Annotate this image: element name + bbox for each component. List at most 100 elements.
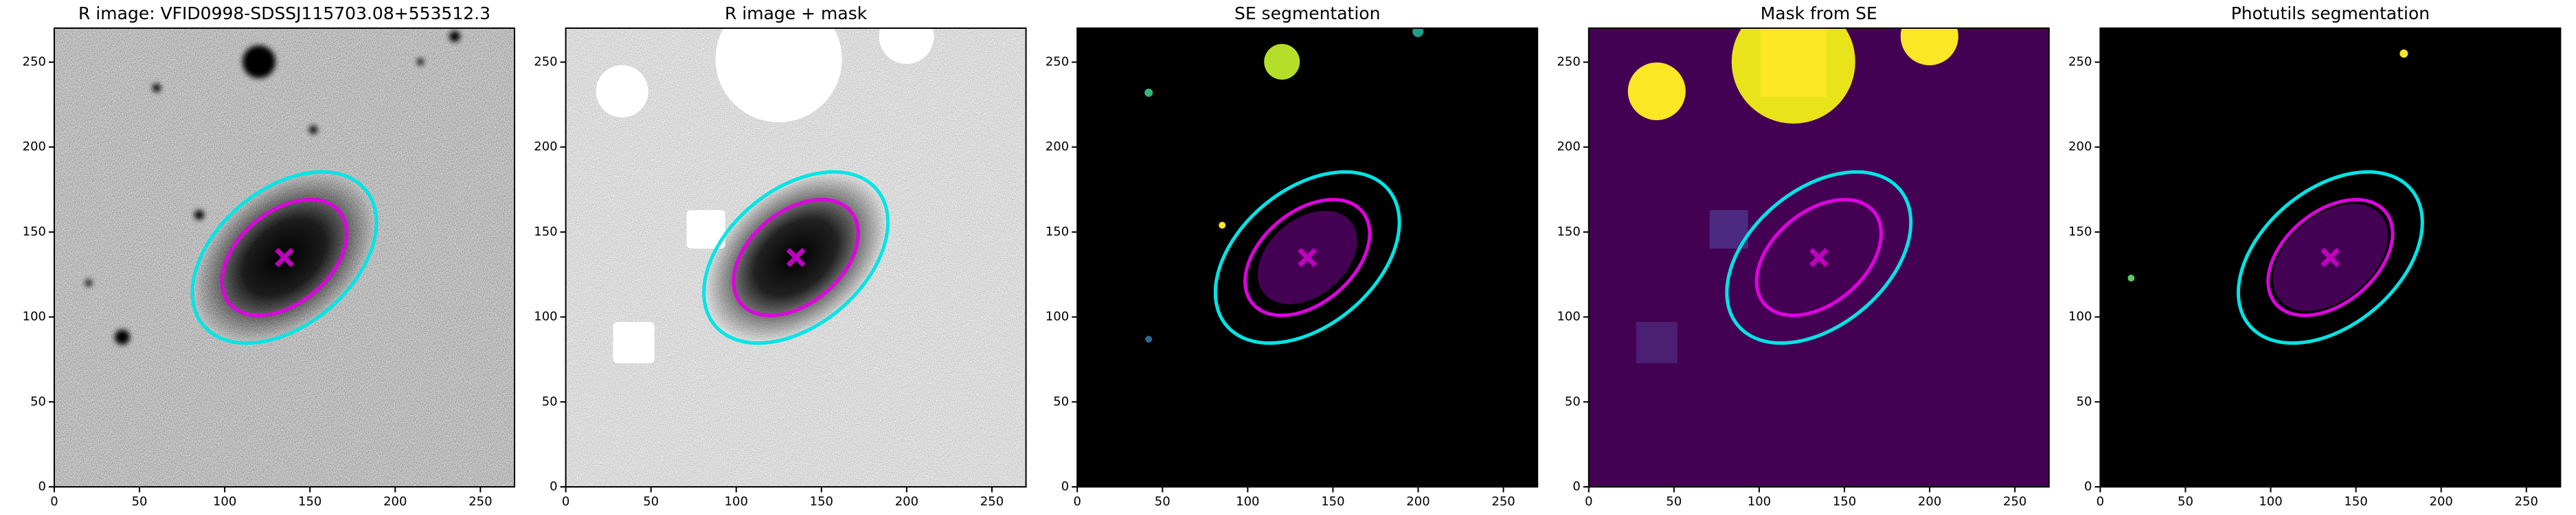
x-tick-label: 50: [1155, 494, 1171, 509]
segment: [1219, 222, 1226, 229]
x-tick-label: 100: [1748, 494, 1771, 509]
aperture-ellipse: [1725, 170, 1913, 345]
aperture-ellipse: [732, 198, 860, 317]
aperture-ellipse: [220, 198, 349, 317]
x-tick-label: 50: [132, 494, 148, 509]
panel: Photutils segmentation 0 50 100 150 200 250 0 50…: [2068, 3, 2562, 509]
overlay: [1725, 170, 1913, 345]
aperture-ellipse: [1754, 198, 1883, 317]
y-tick-label: 100: [1557, 310, 1580, 324]
mask-circle: [715, 28, 842, 122]
x-tick-label: 100: [1236, 494, 1259, 509]
center-marker: [1298, 248, 1318, 267]
axes-frame: [54, 27, 515, 488]
y-tick-label: 150: [534, 225, 557, 239]
panel-title: Photutils segmentation: [2231, 3, 2430, 23]
x-tick-label: 100: [725, 494, 748, 509]
segment: [1264, 44, 1300, 80]
y-tick-label: 250: [2068, 54, 2092, 69]
mask-square: [686, 210, 725, 249]
segment: [2127, 275, 2135, 282]
mask-square: [613, 322, 655, 363]
y-tick-label: 200: [534, 139, 557, 154]
x-tick-label: 200: [1918, 494, 1941, 509]
x-tick-label: 250: [2003, 494, 2026, 509]
panel-title: R image: VFID0998-SDSSJ115703.08+553512.…: [78, 3, 490, 23]
aperture-ellipse: [2236, 170, 2424, 345]
x-tick-label: 200: [895, 494, 918, 509]
y-tick-label: 200: [1557, 139, 1580, 154]
star: [417, 58, 424, 65]
y-tick-label: 200: [23, 139, 46, 154]
star: [242, 45, 275, 78]
y-tick-label: 50: [2076, 394, 2092, 409]
y-tick-label: 250: [534, 54, 557, 69]
image-panel: [1588, 28, 2049, 487]
x-tick-label: 250: [2515, 494, 2538, 509]
mask-circle: [1627, 62, 1686, 120]
x-tick-label: 200: [383, 494, 407, 509]
panel: R image + mask 0 50 100 150 200 250 0 50 100 150 20…: [534, 3, 1027, 509]
x-tick-label: 0: [1073, 494, 1081, 509]
x-tick-label: 150: [298, 494, 321, 509]
x-tick-label: 50: [2178, 494, 2193, 509]
panel-title: Mask from SE: [1761, 3, 1877, 23]
y-tick-label: 100: [23, 310, 46, 324]
y-tick-label: 0: [550, 479, 557, 494]
aperture-ellipse: [1213, 170, 1401, 345]
panel-title: R image + mask: [725, 3, 868, 23]
mask-square: [1760, 28, 1827, 97]
mask-circle: [1900, 28, 1958, 65]
y-tick-label: 0: [1061, 479, 1069, 494]
panel-title: SE segmentation: [1234, 3, 1380, 23]
stars: [85, 31, 460, 345]
axes-frame: [2099, 27, 2562, 488]
overlay: [190, 170, 379, 345]
y-tick-label: 200: [1046, 139, 1069, 154]
x-tick-label: 200: [2430, 494, 2453, 509]
aperture-ellipse: [1243, 198, 1372, 317]
y-tick-label: 0: [2084, 479, 2092, 494]
star: [115, 330, 130, 345]
overlay: [1213, 170, 1401, 345]
x-tick-label: 0: [50, 494, 58, 509]
segment: [1144, 89, 1153, 97]
x-tick-label: 200: [1406, 494, 1430, 509]
image-panel: [565, 28, 1026, 487]
aperture-ellipse: [2266, 198, 2395, 317]
y-tick-label: 0: [1572, 479, 1580, 494]
y-tick-label: 150: [1046, 225, 1069, 239]
x-tick-label: 50: [1666, 494, 1682, 509]
x-tick-label: 150: [1833, 494, 1856, 509]
y-tick-label: 150: [2068, 225, 2092, 239]
axes-frame: [1076, 27, 1539, 488]
star: [194, 210, 204, 220]
x-tick-label: 0: [2097, 494, 2104, 509]
y-tick-label: 250: [1046, 54, 1069, 69]
y-tick-label: 150: [23, 225, 46, 239]
x-tick-label: 250: [1491, 494, 1515, 509]
axes-frame: [1588, 27, 2050, 488]
mask-circle: [879, 28, 934, 64]
x-tick-label: 150: [810, 494, 833, 509]
overlay: [2236, 170, 2424, 345]
y-tick-label: 50: [542, 394, 558, 409]
y-tick-label: 100: [1046, 310, 1069, 324]
y-tick-label: 0: [38, 479, 46, 494]
segment: [1145, 336, 1153, 343]
masks: [596, 28, 934, 363]
center-marker: [275, 248, 294, 267]
x-tick-label: 250: [980, 494, 1004, 509]
y-tick-label: 50: [1565, 394, 1581, 409]
star: [85, 279, 92, 286]
x-tick-label: 100: [2259, 494, 2282, 509]
y-tick-label: 150: [1557, 225, 1580, 239]
mask-circle: [596, 65, 648, 117]
x-tick-label: 50: [643, 494, 659, 509]
axes-frame: [565, 27, 1027, 488]
panel: Mask from SE 0 50 100 150 200 250 0 50 100 150 200 2…: [1557, 3, 2050, 509]
segment: [2399, 49, 2408, 58]
center-marker: [2320, 248, 2340, 267]
y-tick-label: 50: [1053, 394, 1069, 409]
